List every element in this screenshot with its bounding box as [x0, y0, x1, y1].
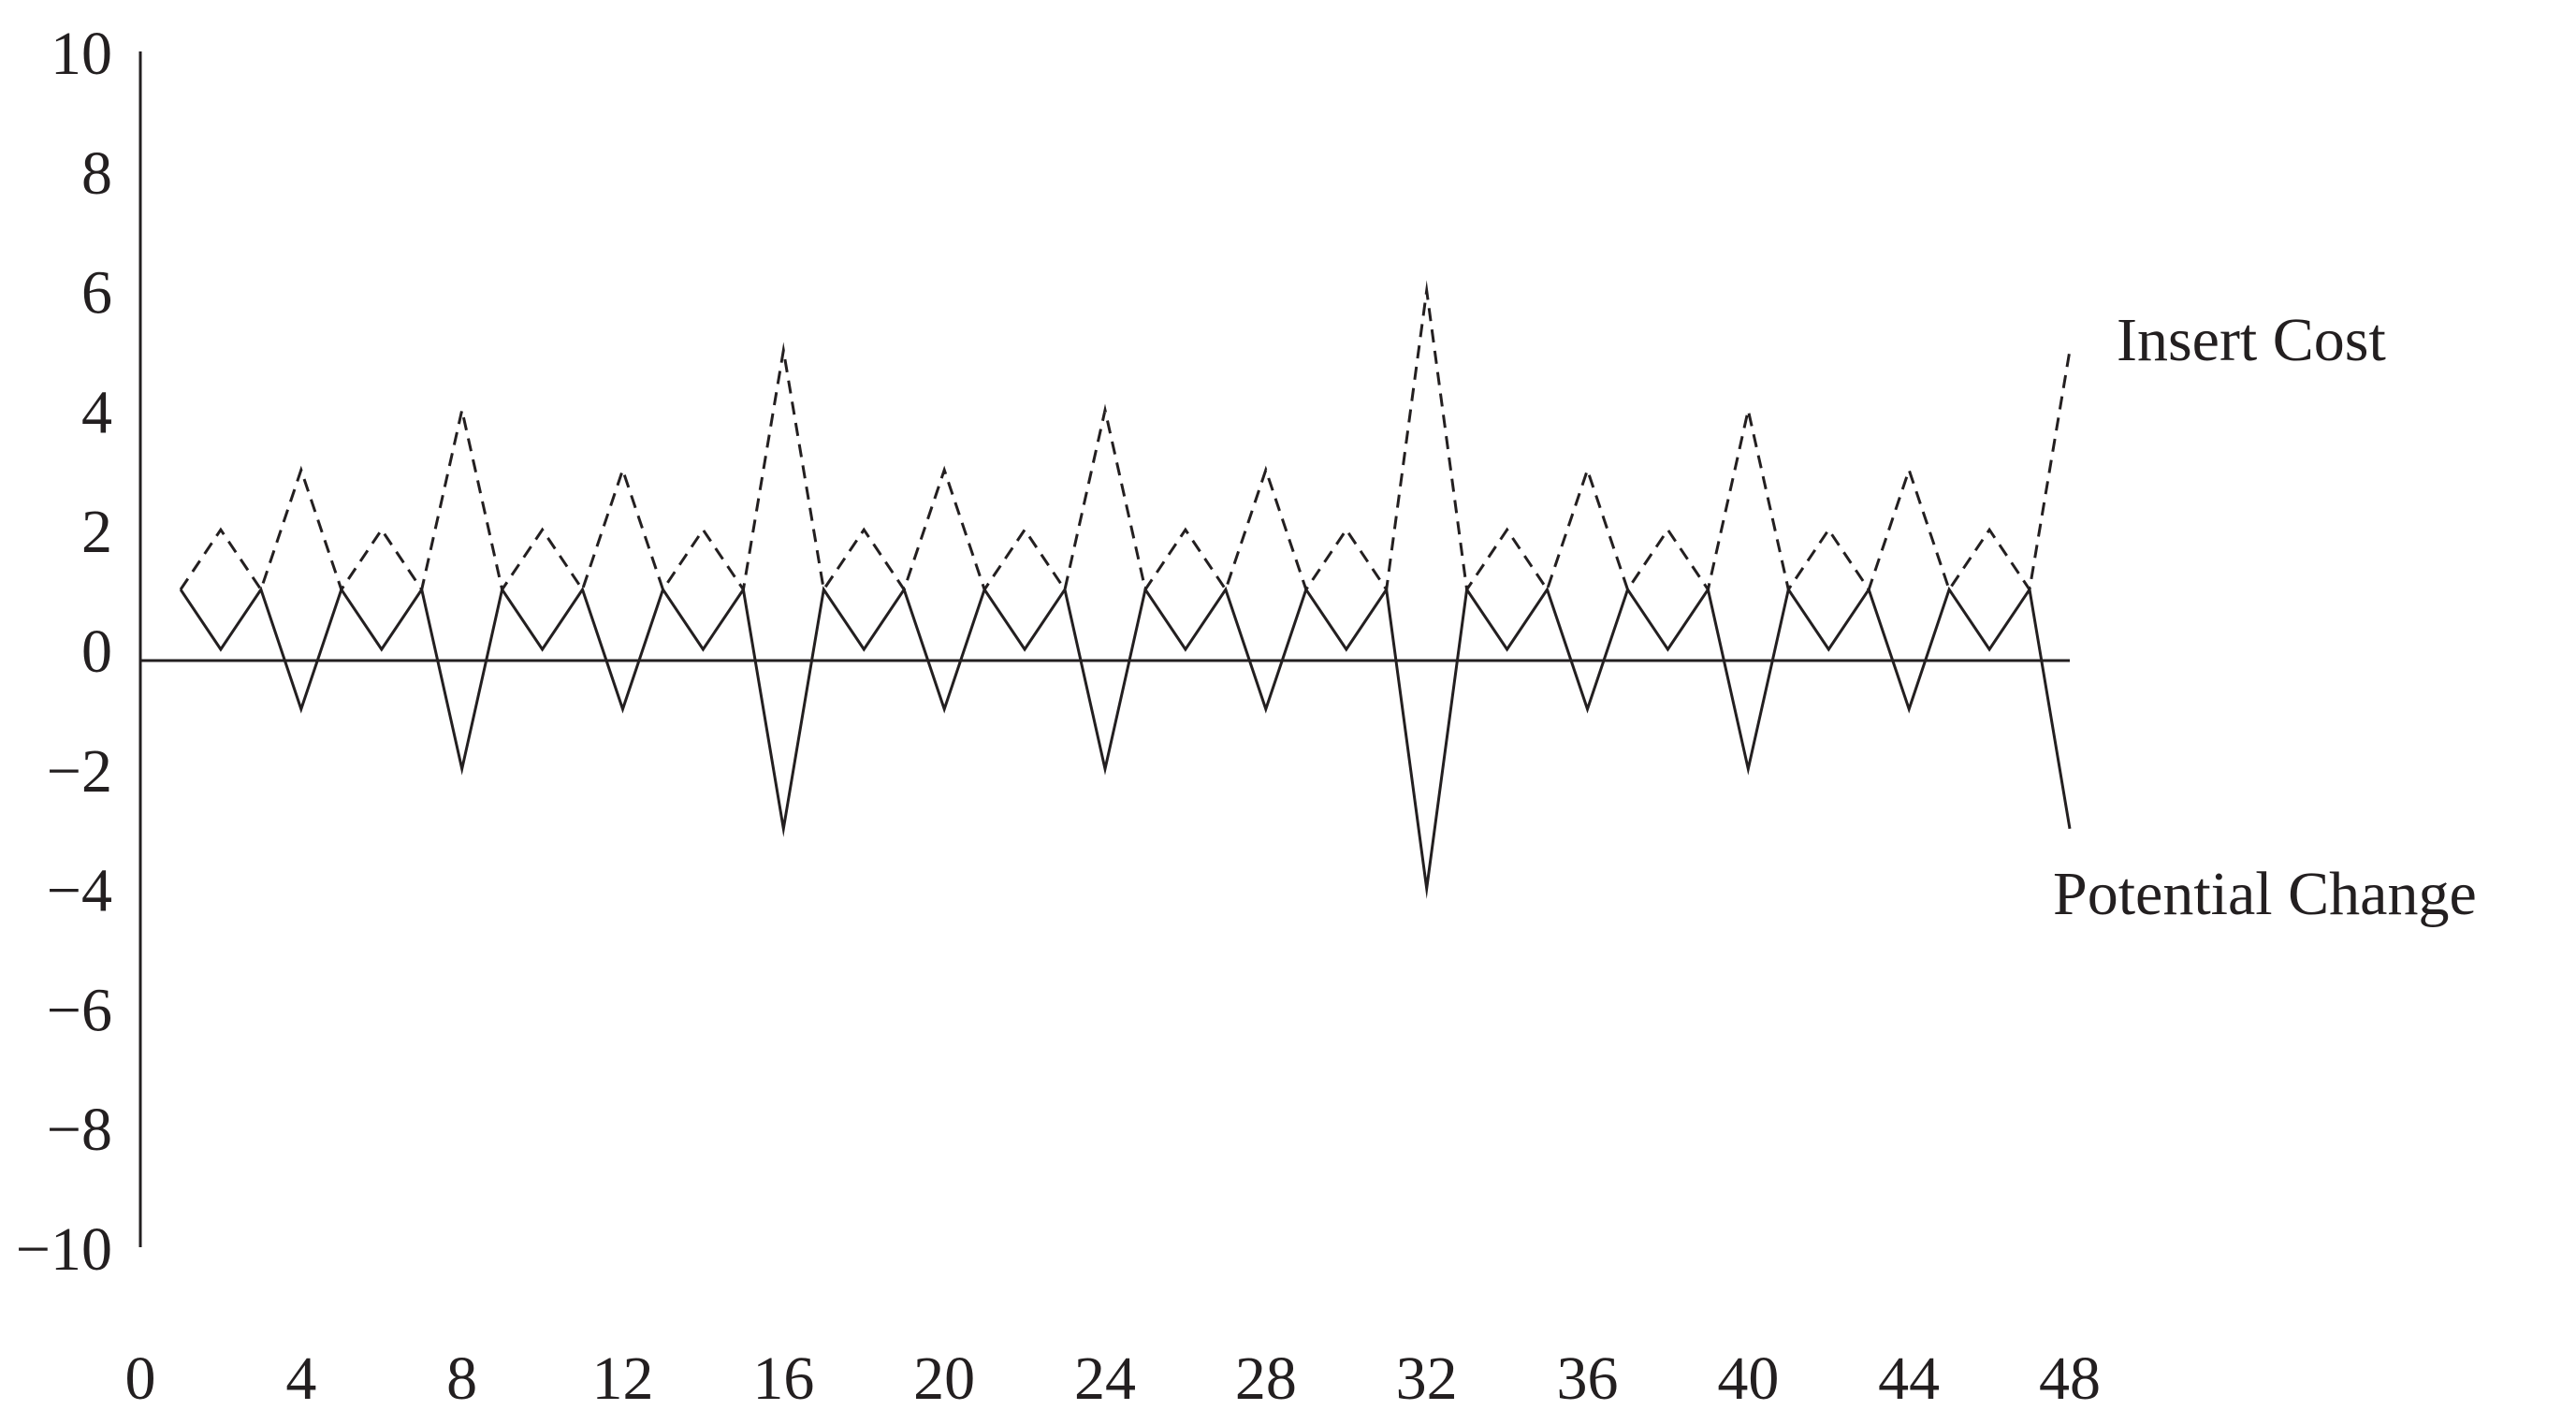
series-line-potential-change: [179, 585, 2072, 899]
x-tick-label: 44: [1878, 1345, 1940, 1410]
series-label-potential-change: Potential Change: [2053, 860, 2477, 928]
series-labels: Insert Cost Potential Change: [2053, 306, 2477, 928]
x-tick-label: 36: [1557, 1345, 1619, 1410]
y-tick-label: 0: [81, 618, 112, 686]
y-tick-labels: 10 8 6 4 2 0 −2 −4 −6 −8 −10: [16, 20, 112, 1284]
y-tick-label: −2: [47, 737, 112, 806]
x-tick-label: 8: [446, 1345, 477, 1410]
y-tick-label: −6: [47, 976, 112, 1044]
y-tick-label: 4: [81, 378, 112, 446]
y-tick-label: 8: [81, 139, 112, 208]
x-tick-label: 20: [913, 1345, 975, 1410]
series-label-insert-cost: Insert Cost: [2117, 306, 2386, 374]
series-lines: [179, 280, 2072, 899]
y-tick-label: −4: [47, 857, 112, 925]
x-tick-label: 48: [2039, 1345, 2101, 1410]
x-tick-label: 24: [1074, 1345, 1136, 1410]
x-tick-label: 32: [1396, 1345, 1458, 1410]
y-tick-label: 2: [81, 498, 112, 566]
x-tick-label: 40: [1717, 1345, 1779, 1410]
y-tick-label: −8: [47, 1096, 112, 1164]
x-tick-label: 28: [1235, 1345, 1297, 1410]
y-tick-label: −10: [16, 1215, 112, 1284]
series-line-insert-cost: [179, 280, 2072, 594]
x-tick-label: 16: [752, 1345, 814, 1410]
y-tick-label: 10: [51, 20, 112, 88]
y-tick-label: 6: [81, 259, 112, 327]
x-tick-labels: 0 4 8 12 16 20 24 28 32 36 40 44 48: [125, 1345, 2102, 1410]
x-tick-label: 12: [592, 1345, 654, 1410]
x-tick-label: 0: [125, 1345, 156, 1410]
x-tick-label: 4: [285, 1345, 316, 1410]
